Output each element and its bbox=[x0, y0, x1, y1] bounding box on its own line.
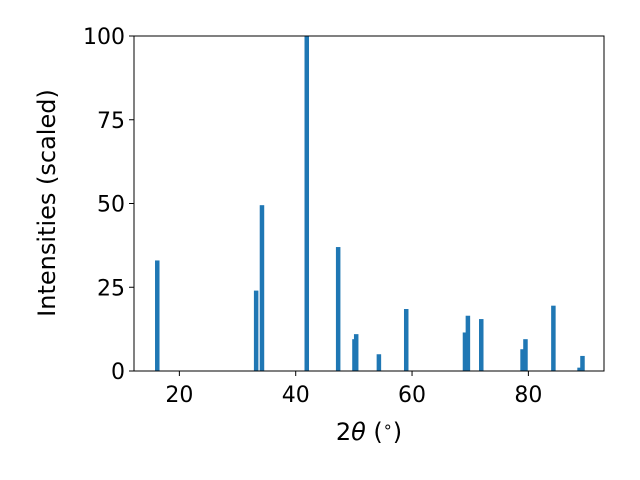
bar bbox=[580, 355, 585, 371]
y-axis-ticks: 0 25 50 75 100 bbox=[83, 25, 134, 385]
bar bbox=[353, 334, 359, 371]
bar bbox=[520, 349, 525, 371]
bar bbox=[335, 247, 341, 371]
x-label-prefix: 2 bbox=[336, 418, 351, 446]
bar bbox=[403, 309, 409, 371]
bar bbox=[253, 290, 259, 371]
bar bbox=[465, 315, 471, 371]
x-axis-ticks: 20 40 60 80 bbox=[165, 371, 542, 408]
bar bbox=[462, 332, 468, 371]
bar bbox=[479, 319, 484, 371]
bars-group bbox=[155, 36, 585, 371]
bar bbox=[577, 367, 582, 371]
x-label-open: ( bbox=[366, 418, 383, 446]
y-tick-label: 75 bbox=[97, 109, 125, 134]
y-tick-label: 50 bbox=[97, 193, 125, 218]
x-label-degree: ∘ bbox=[383, 417, 393, 436]
x-tick-label: 20 bbox=[165, 383, 193, 408]
x-label-theta: θ bbox=[351, 418, 366, 446]
y-tick-label: 0 bbox=[111, 360, 125, 385]
y-tick-label: 25 bbox=[97, 276, 125, 301]
x-axis-label: 2θ (∘) bbox=[336, 417, 402, 446]
bar bbox=[304, 36, 310, 371]
bar bbox=[259, 205, 265, 371]
x-tick-label: 80 bbox=[514, 383, 542, 408]
x-label-close: ) bbox=[393, 418, 402, 446]
bar bbox=[523, 339, 528, 371]
bar bbox=[551, 305, 556, 371]
x-tick-label: 40 bbox=[282, 383, 310, 408]
x-tick-label: 60 bbox=[398, 383, 426, 408]
bar bbox=[376, 354, 382, 371]
y-axis-label: Intensities (scaled) bbox=[33, 89, 61, 317]
bar bbox=[155, 260, 160, 371]
y-tick-label: 100 bbox=[83, 25, 125, 50]
